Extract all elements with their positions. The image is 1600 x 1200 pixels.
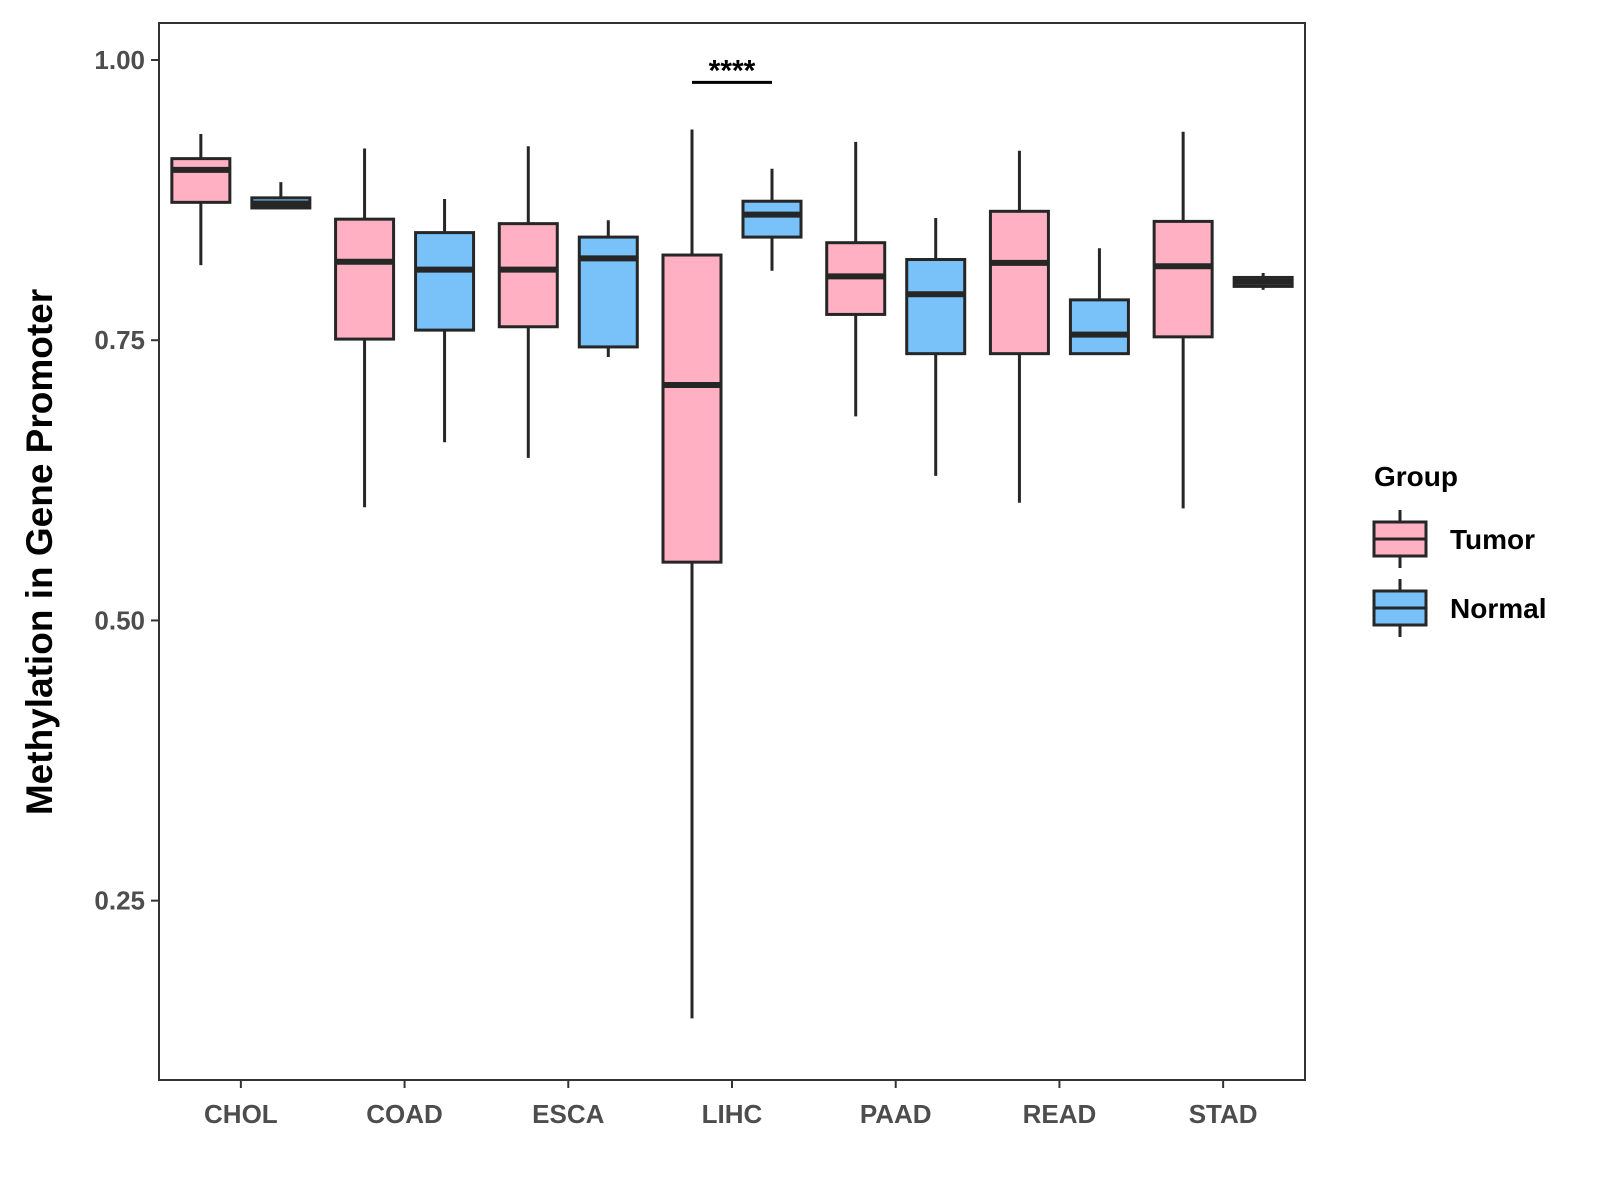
y-axis: 0.25 0.50 0.75 1.00 [94, 45, 159, 916]
box-normal-lihc [741, 168, 803, 271]
box-tumor-chol [170, 133, 232, 266]
legend-label: Normal [1450, 593, 1546, 624]
box-iqr [988, 209, 1050, 356]
x-tick-label: STAD [1189, 1099, 1258, 1129]
box-normal-paad [905, 218, 967, 476]
box-tumor-read [988, 150, 1050, 503]
box-iqr [497, 222, 559, 329]
legend-entry-tumor: Tumor [1372, 510, 1535, 568]
box-normal-coad [414, 198, 476, 443]
box-iqr [170, 157, 232, 204]
box-iqr [1068, 298, 1130, 356]
significance-label: **** [709, 54, 756, 87]
box-iqr [741, 199, 803, 239]
box-tumor-lihc [661, 129, 723, 1019]
box-tumor-esca [497, 146, 559, 458]
y-tick-label: 0.25 [94, 886, 145, 916]
box-normal-esca [577, 220, 639, 358]
box-normal-stad [1232, 272, 1294, 290]
panel-border [158, 22, 1306, 1081]
legend-label: Tumor [1450, 524, 1535, 555]
box-iqr [577, 235, 639, 349]
box-tumor-stad [1152, 131, 1214, 509]
x-tick-label: LIHC [702, 1099, 763, 1129]
box-iqr [661, 253, 723, 564]
box-iqr [1152, 219, 1214, 339]
box-tumor-coad [334, 148, 396, 508]
box-normal-chol [250, 182, 312, 210]
annotation-layer: **** [692, 54, 772, 87]
box-normal-read [1068, 248, 1130, 356]
x-tick-label: READ [1023, 1099, 1097, 1129]
legend: Group Tumor Normal [1372, 461, 1546, 637]
x-tick-label: COAD [366, 1099, 443, 1129]
y-tick-label: 0.75 [94, 325, 145, 355]
y-axis-title: Methylation in Gene Promoter [19, 289, 60, 815]
legend-title: Group [1374, 461, 1458, 492]
x-tick-label: CHOL [204, 1099, 278, 1129]
box-iqr [905, 258, 967, 356]
boxes-layer [170, 129, 1294, 1019]
box-iqr [414, 231, 476, 332]
y-tick-label: 0.50 [94, 605, 145, 635]
box-iqr [334, 217, 396, 341]
box-tumor-paad [825, 141, 887, 417]
legend-entry-normal: Normal [1372, 579, 1546, 637]
x-tick-label: PAAD [860, 1099, 932, 1129]
x-axis: CHOL COAD ESCA LIHC PAAD READ STAD [204, 1080, 1258, 1129]
legend-entries: Tumor Normal [1372, 510, 1546, 637]
y-tick-label: 1.00 [94, 45, 145, 75]
x-tick-label: ESCA [532, 1099, 604, 1129]
